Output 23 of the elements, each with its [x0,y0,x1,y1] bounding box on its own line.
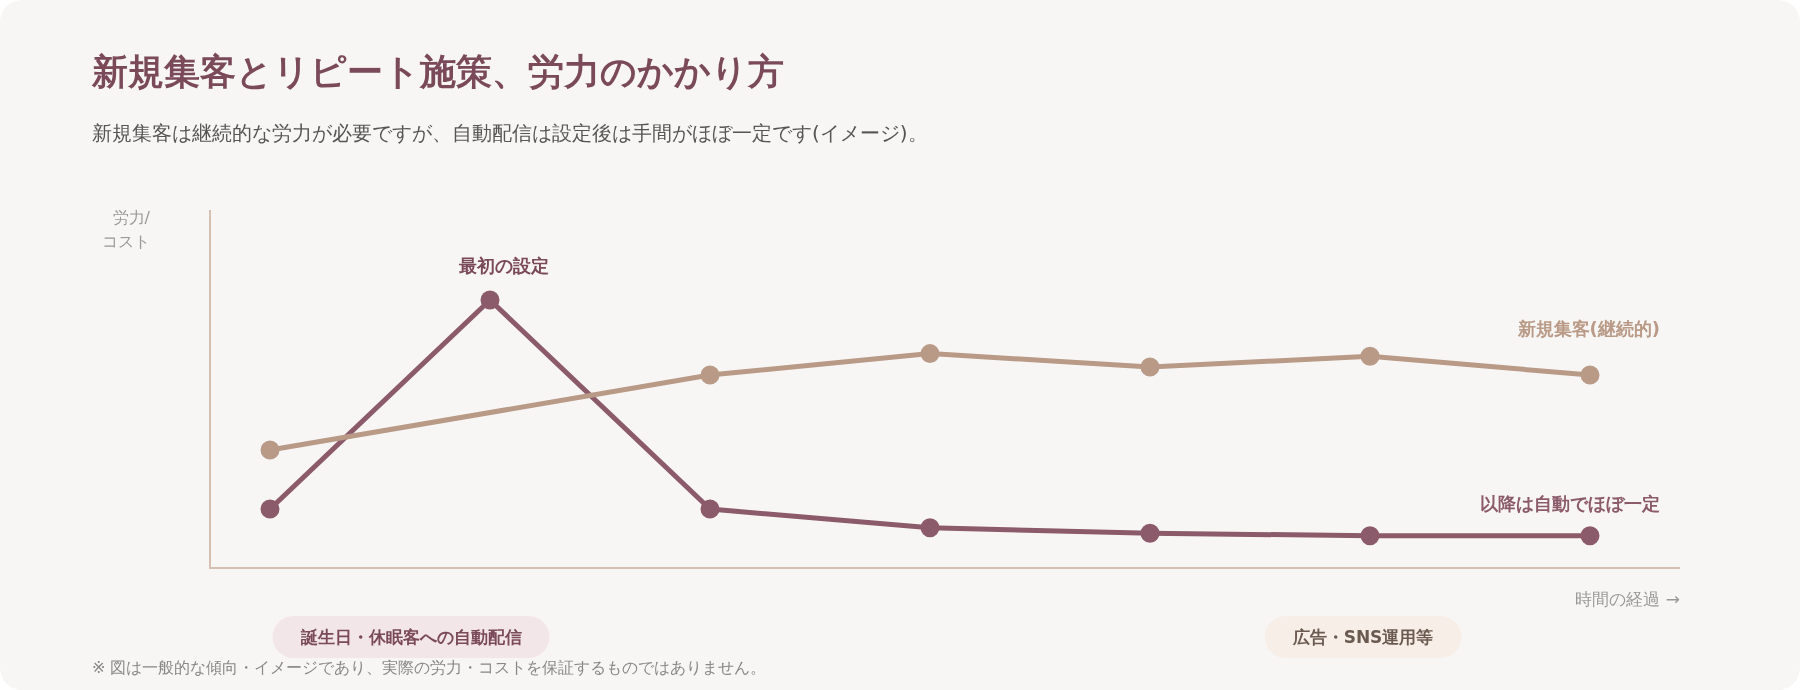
point [1360,526,1380,546]
series-label: 新規集客(継続的) [1516,318,1660,340]
text: ※ 図は一般的な傾向・イメージであり、実際の労力・コストを保証するものではありません。 [92,658,767,679]
point [700,499,720,519]
point [1140,357,1160,377]
chart-title: 新規集客とリピート施策、労力のかかり方 [92,49,784,94]
point [260,499,280,519]
point [1580,365,1600,385]
text: 最初の設定 [458,255,549,276]
point [700,365,720,385]
chart-subtitle: 新規集客は継続的な労力が必要ですが、自動配信は設定後は手間がほぼ一定です(イメージ)。 [92,120,928,147]
text: 誕生日・休眠客への自動配信 [272,616,550,658]
point [1360,346,1380,366]
point [920,344,940,364]
point [1140,523,1160,543]
point [260,440,280,460]
x-axis-title: 時間の経過 → [1575,588,1680,611]
point [1580,526,1600,546]
text: 広告・SNS運用等 [1264,616,1462,658]
point [920,518,940,538]
y-axis-title: 労力/コスト [101,207,150,253]
point [480,290,500,310]
series-label: 以降は自動でほぼ一定 [1480,492,1660,514]
